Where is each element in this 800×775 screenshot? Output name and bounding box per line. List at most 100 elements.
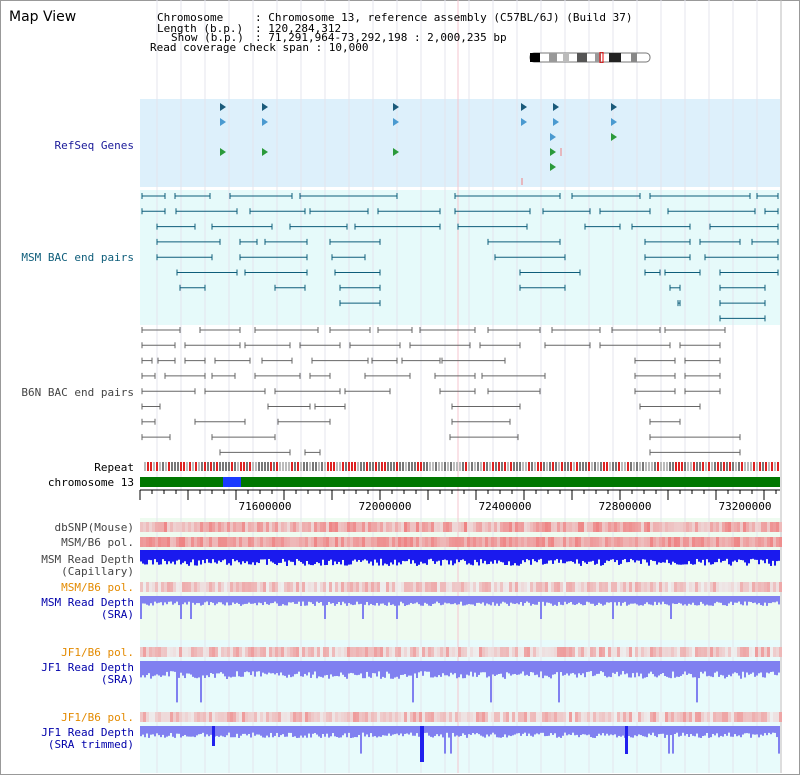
jf1-depth-trimmed-bar bbox=[694, 726, 696, 737]
dbsnp-cell bbox=[512, 522, 515, 532]
msm-depth-capillary-bar bbox=[532, 550, 534, 560]
jf1-b6-pol-cell bbox=[623, 712, 626, 722]
jf1-b6-pol-cell bbox=[773, 712, 776, 722]
dbsnp-cell bbox=[491, 522, 494, 532]
jf1-b6-pol-cell bbox=[161, 647, 164, 657]
msm-depth-sra-bar bbox=[230, 596, 232, 606]
msm-depth-capillary-bar bbox=[750, 550, 752, 560]
jf1-depth-sra-bar bbox=[402, 661, 404, 675]
track-label-refseq[interactable]: RefSeq Genes bbox=[54, 139, 134, 152]
jf1-depth-sra-bar bbox=[426, 661, 428, 672]
track-label-msm-depth-sra[interactable]: MSM Read Depth bbox=[41, 596, 134, 609]
jf1-b6-pol-cell bbox=[413, 647, 416, 657]
jf1-depth-trimmed-bar bbox=[464, 726, 466, 735]
msm-b6-pol-cell bbox=[641, 582, 644, 592]
msm-b6-pol-cell bbox=[479, 582, 482, 592]
jf1-depth-trimmed-bar bbox=[140, 726, 142, 737]
msm-depth-capillary-bar bbox=[386, 550, 388, 565]
msm-depth-sra-bar bbox=[580, 596, 582, 605]
jf1-depth-trimmed-bar bbox=[594, 726, 596, 738]
jf1-depth-sra-bar bbox=[208, 661, 210, 678]
msm-depth-sra-bar bbox=[364, 596, 366, 605]
msm-depth-sra-bar bbox=[340, 596, 342, 606]
jf1-b6-pol-cell bbox=[371, 647, 374, 657]
msm-b6-pol-cell bbox=[455, 537, 458, 547]
track-label-jf1-depth-trim[interactable]: JF1 Read Depth bbox=[41, 726, 134, 739]
jf1-depth-sra-bar bbox=[324, 661, 326, 676]
msm-depth-sra-bar bbox=[142, 596, 144, 604]
track-label-jf1-depth-sra[interactable]: JF1 Read Depth bbox=[41, 661, 134, 674]
jf1-depth-sra-bar bbox=[558, 661, 560, 703]
msm-depth-sra-bar bbox=[202, 596, 204, 605]
jf1-b6-pol-cell bbox=[353, 712, 356, 722]
jf1-depth-trimmed-bar bbox=[748, 726, 750, 734]
msm-b6-pol-cell bbox=[590, 537, 593, 547]
track-label-jf1-b6-pol-1[interactable]: JF1/B6 pol. bbox=[61, 646, 134, 659]
track-label-dbsnp[interactable]: dbSNP(Mouse) bbox=[54, 521, 134, 534]
msm-depth-capillary-bar bbox=[740, 550, 742, 560]
msm-b6-pol-cell bbox=[443, 537, 446, 547]
msm-depth-sra-bar bbox=[330, 596, 332, 604]
jf1-depth-trimmed-bar bbox=[648, 726, 650, 734]
msm-b6-pol-cell bbox=[326, 582, 329, 592]
msm-b6-pol-cell bbox=[209, 582, 212, 592]
msm-b6-pol-cell bbox=[266, 537, 269, 547]
repeat-block bbox=[279, 462, 281, 471]
jf1-depth-trimmed-bar bbox=[770, 726, 772, 735]
msm-b6-pol-cell bbox=[479, 537, 482, 547]
jf1-b6-pol-cell bbox=[218, 647, 221, 657]
msm-depth-sra-bar bbox=[524, 596, 526, 604]
track-label-msm-b6-pol-1[interactable]: MSM/B6 pol. bbox=[61, 536, 134, 549]
jf1-depth-trimmed-bar bbox=[510, 726, 512, 737]
jf1-b6-pol-cell bbox=[431, 647, 434, 657]
msm-depth-capillary-bar bbox=[744, 550, 746, 563]
jf1-b6-pol-cell bbox=[764, 647, 767, 657]
msm-depth-capillary-bar bbox=[612, 550, 614, 560]
msm-b6-pol-cell bbox=[224, 537, 227, 547]
jf1-b6-pol-cell bbox=[470, 712, 473, 722]
track-label-msm-b6-pol-2[interactable]: MSM/B6 pol. bbox=[61, 581, 134, 594]
jf1-b6-pol-cell bbox=[728, 647, 731, 657]
msm-depth-capillary-bar bbox=[726, 550, 728, 559]
jf1-b6-pol-cell bbox=[176, 712, 179, 722]
repeat-block bbox=[750, 462, 752, 471]
msm-b6-pol-cell bbox=[668, 582, 671, 592]
chromosome-ideogram[interactable] bbox=[529, 52, 651, 63]
msm-depth-sra-bar bbox=[776, 596, 778, 602]
msm-depth-capillary-bar bbox=[416, 550, 418, 566]
jf1-b6-pol-cell bbox=[695, 647, 698, 657]
track-label-msm-depth-cap[interactable]: MSM Read Depth bbox=[41, 553, 134, 566]
msm-b6-pol-cell bbox=[176, 537, 179, 547]
msm-depth-sra-bar bbox=[528, 596, 530, 603]
track-label-repeat[interactable]: Repeat bbox=[94, 461, 134, 474]
jf1-depth-sra-bar bbox=[370, 661, 372, 678]
repeat-block bbox=[288, 462, 290, 471]
msm-b6-pol-cell bbox=[602, 582, 605, 592]
msm-depth-capillary-bar bbox=[362, 550, 364, 561]
msm-depth-capillary-bar bbox=[264, 550, 266, 560]
jf1-depth-trimmed-bar bbox=[686, 726, 688, 735]
jf1-depth-sra-bar bbox=[330, 661, 332, 675]
msm-depth-capillary-bar bbox=[538, 550, 540, 560]
msm-depth-sra-bar bbox=[418, 596, 420, 605]
dbsnp-cell bbox=[434, 522, 437, 532]
msm-depth-sra-bar bbox=[762, 596, 764, 606]
jf1-b6-pol-cell bbox=[173, 647, 176, 657]
track-label-msm-bac[interactable]: MSM BAC end pairs bbox=[21, 251, 134, 264]
msm-depth-sra-bar bbox=[772, 596, 774, 603]
track-label-chromosome[interactable]: chromosome 13 bbox=[47, 476, 134, 489]
track-label-b6n-bac[interactable]: B6N BAC end pairs bbox=[21, 386, 134, 399]
msm-depth-sra-bar bbox=[390, 596, 392, 606]
jf1-depth-trimmed-bar bbox=[712, 726, 714, 734]
dbsnp-cell bbox=[314, 522, 317, 532]
jf1-depth-trimmed-bar bbox=[266, 726, 268, 736]
msm-depth-capillary-bar bbox=[334, 550, 336, 562]
msm-depth-sra-bar bbox=[350, 596, 352, 605]
jf1-b6-pol-cell bbox=[413, 712, 416, 722]
jf1-b6-pol-cell bbox=[770, 647, 773, 657]
jf1-depth-sra-bar bbox=[218, 661, 220, 674]
dbsnp-cell bbox=[410, 522, 413, 532]
msm-depth-sra-bar bbox=[274, 596, 276, 602]
track-label-jf1-b6-pol-2[interactable]: JF1/B6 pol. bbox=[61, 711, 134, 724]
